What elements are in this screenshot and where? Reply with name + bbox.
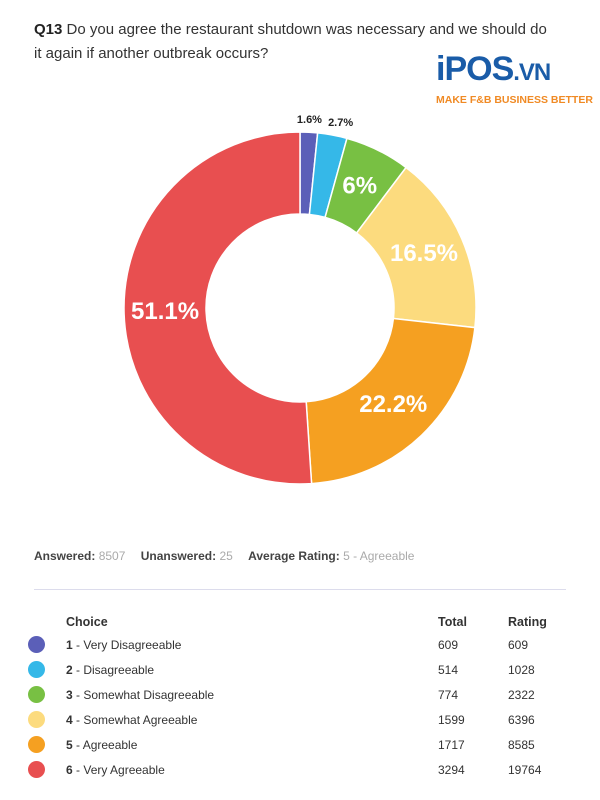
logo-tagline: MAKE F&B BUSINESS BETTER — [436, 94, 593, 106]
choice-number: 2 — [66, 662, 73, 677]
slice-label: 51.1% — [131, 298, 199, 325]
header-choice: Choice — [66, 615, 108, 629]
avg-rating-label: Average Rating: — [248, 549, 340, 563]
choice-text: - Very Disagreeable — [72, 637, 182, 652]
choice-label: 5 - Agreeable — [66, 732, 438, 757]
rating-cell: 19764 — [508, 762, 542, 777]
divider — [34, 589, 566, 590]
donut-chart: 1.6% 2.7% 6% 16.5% 22.2% 51.1% — [123, 114, 477, 485]
legend-color-dot — [28, 686, 45, 703]
question-text: Do you agree the restaurant shutdown was… — [34, 21, 547, 62]
ipos-logo: iPOS.VN MAKE F&B BUSINESS BETTER — [436, 50, 593, 106]
question-title: Q13 Do you agree the restaurant shutdown… — [34, 18, 554, 66]
total-cell: 3294 — [438, 762, 465, 777]
choice-text: - Agreeable — [72, 737, 138, 752]
rating-cell: 6396 — [508, 712, 535, 727]
unanswered-value: 25 — [219, 549, 233, 563]
table-row: 2 - Disagreeable 514 1028 — [28, 657, 578, 682]
table-row: 5 - Agreeable 1717 8585 — [28, 732, 578, 757]
rating-cell: 1028 — [508, 662, 535, 677]
header-total: Total — [438, 615, 467, 629]
slice-label: 1.6% — [297, 114, 322, 126]
logo-suffix: .VN — [513, 59, 551, 86]
choice-label: 2 - Disagreeable — [66, 657, 438, 682]
unanswered-label: Unanswered: — [140, 549, 217, 563]
slice-label: 16.5% — [390, 240, 458, 267]
avg-rating-value: 5 - Agreeable — [343, 549, 415, 563]
total-cell: 609 — [438, 637, 459, 652]
choice-text: - Somewhat Disagreeable — [72, 687, 215, 702]
total-cell: 514 — [438, 662, 459, 677]
logo-brand: iPOS — [436, 50, 514, 88]
table-row: 4 - Somewhat Agreeable 1599 6396 — [28, 707, 578, 732]
answered-value: 8507 — [98, 549, 126, 563]
slice-label: 6% — [342, 172, 377, 199]
slice-label: 22.2% — [359, 391, 427, 418]
choice-number: 1 — [66, 637, 73, 652]
choice-label: 1 - Very Disagreeable — [66, 632, 438, 657]
choice-number: 6 — [66, 762, 73, 777]
rating-cell: 8585 — [508, 737, 535, 752]
donut-slice — [305, 317, 476, 485]
choice-number: 3 — [66, 687, 73, 702]
legend-color-dot — [28, 636, 45, 653]
legend-color-dot — [28, 661, 45, 678]
choice-number: 4 — [66, 712, 73, 727]
total-cell: 1717 — [438, 737, 465, 752]
choices-table: Choice Total Rating 1 - Very Disagreeabl… — [28, 612, 578, 782]
choice-text: - Somewhat Agreeable — [72, 712, 198, 727]
legend-color-dot — [28, 761, 45, 778]
response-stats: Answered: 8507 Unanswered: 25 Average Ra… — [34, 549, 414, 563]
choice-number: 5 — [66, 737, 73, 752]
choice-label: 6 - Very Agreeable — [66, 757, 438, 782]
table-row: 6 - Very Agreeable 3294 19764 — [28, 757, 578, 782]
choice-text: - Disagreeable — [72, 662, 155, 677]
header-rating: Rating — [508, 615, 547, 629]
choice-label: 4 - Somewhat Agreeable — [66, 707, 438, 732]
rating-cell: 2322 — [508, 687, 535, 702]
table-row: 3 - Somewhat Disagreeable 774 2322 — [28, 682, 578, 707]
slice-label: 2.7% — [328, 117, 353, 129]
choice-label: 3 - Somewhat Disagreeable — [66, 682, 438, 707]
answered-label: Answered: — [34, 549, 96, 563]
legend-color-dot — [28, 711, 45, 728]
question-number: Q13 — [34, 21, 63, 38]
choice-text: - Very Agreeable — [72, 762, 165, 777]
total-cell: 774 — [438, 687, 459, 702]
legend-color-dot — [28, 736, 45, 753]
table-row: 1 - Very Disagreeable 609 609 — [28, 632, 578, 657]
total-cell: 1599 — [438, 712, 465, 727]
donut-slice — [123, 131, 313, 485]
rating-cell: 609 — [508, 637, 529, 652]
